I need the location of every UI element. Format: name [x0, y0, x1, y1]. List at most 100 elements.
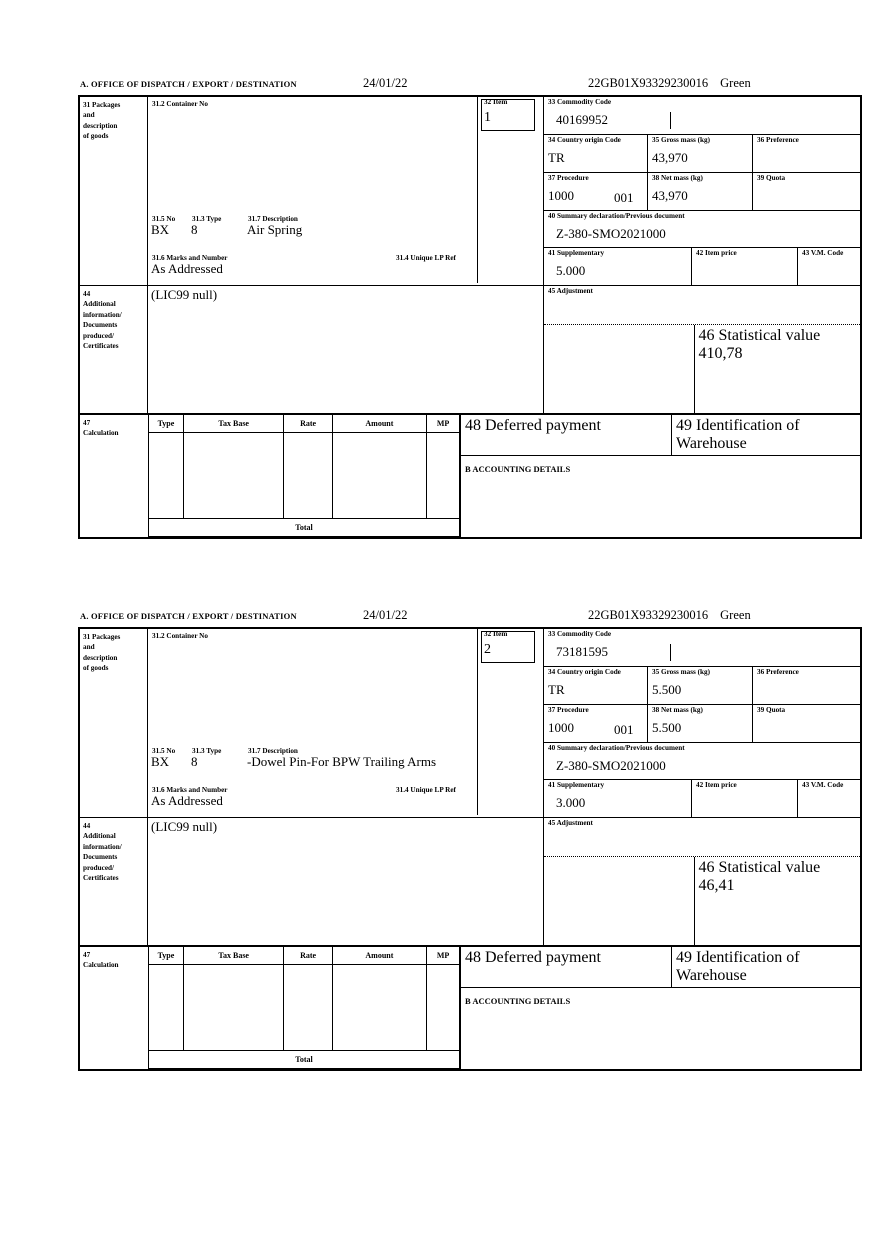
- box-48-deferred-payment-2: 48 Deferred payment: [461, 947, 672, 987]
- column-header-type: Type: [148, 415, 184, 433]
- box-31-5-no-label: 31.5 No: [152, 215, 176, 223]
- boxes-41-43-row-2: 41 Supplementary 3.000 42 Item price 43 …: [544, 780, 860, 817]
- box-31-2-container-no-label-2: 31.2 Container No: [152, 632, 208, 640]
- box-45-label: 45 Adjustment: [548, 287, 593, 295]
- box-31-label-l2: and: [83, 111, 95, 120]
- gross-mass-value-2: 5.500: [652, 681, 682, 697]
- cell-mp-2: [426, 964, 460, 1051]
- box-31-label: 31 Packages and description of goods: [80, 97, 148, 285]
- net-mass-value: 43,970: [652, 187, 688, 203]
- box-48-deferred-payment: 48 Deferred payment: [461, 415, 672, 455]
- table-header-row: Type Tax Base Rate Amount MP: [148, 415, 460, 433]
- box-31-label-2-l3: description: [83, 653, 118, 662]
- column-header-type-2: Type: [148, 947, 184, 965]
- package-no-value: BX: [151, 222, 170, 237]
- gross-mass-value: 43,970: [652, 149, 688, 165]
- declaration-reference-2: 22GB01X93329230016 Green: [588, 608, 751, 623]
- calculation-section-2: 47 Calculation Type Tax Base Rate Amount…: [80, 945, 860, 1069]
- box-b-accounting-details: B ACCOUNTING DETAILS: [461, 455, 860, 537]
- box-49-warehouse: 49 Identification of Warehouse: [672, 415, 860, 455]
- box-49-label-2: 49 Identification of Warehouse: [676, 949, 800, 984]
- statistical-value-area: 46 Statistical value 410,78: [542, 324, 860, 413]
- country-origin-value: TR: [548, 149, 565, 165]
- boxes-45-46-column: 45 Adjustment 46 Statistical value 410,7…: [542, 286, 860, 413]
- boxes-41-43-row: 41 Supplementary 5.000 42 Item price 43 …: [544, 248, 860, 285]
- box-47-label-2-l1: 47: [83, 951, 91, 959]
- box-46-statistical-value-2: 46 Statistical value 46,41: [695, 857, 861, 945]
- boxes-48-49-b-column: 48 Deferred payment 49 Identification of…: [461, 415, 860, 537]
- box-45-adjustment-2: 45 Adjustment: [544, 818, 860, 856]
- box-31-2-container-no-label: 31.2 Container No: [152, 100, 208, 108]
- box-33-label-2: 33 Commodity Code: [548, 630, 612, 638]
- calculation-section: 47 Calculation Type Tax Base Rate Amount…: [80, 413, 860, 537]
- goods-section-2: 31 Packages and description of goods 31.…: [80, 629, 860, 817]
- box-43-vm-code-2: 43 V.M. Code: [798, 780, 860, 817]
- box-38-net-mass: 38 Net mass (kg) 43,970: [648, 173, 753, 210]
- declaration-date-2: 24/01/22: [363, 608, 408, 622]
- item-number-value-2: 2: [484, 642, 491, 657]
- dotted-empty-cell-2: [542, 857, 695, 945]
- procedure-extra-value-2: 001: [614, 722, 634, 737]
- box-37-label: 37 Procedure: [548, 174, 589, 182]
- box-47-label-l1: 47: [83, 419, 91, 427]
- marks-and-number-value: As Addressed: [151, 261, 223, 276]
- form-header-2: A. OFFICE OF DISPATCH / EXPORT / DESTINA…: [78, 608, 862, 627]
- box-b-label-2: B ACCOUNTING DETAILS: [465, 996, 571, 1006]
- table-body-row: [148, 432, 460, 519]
- item-box-inner-2: 32 Item 2: [481, 630, 535, 663]
- box-39-label: 39 Quota: [757, 174, 786, 182]
- box-31-goods-description: 31.2 Container No 31.5 No 31.3 Type 31.7…: [148, 97, 478, 283]
- boxes-48-49-row: 48 Deferred payment 49 Identification of…: [461, 415, 860, 455]
- item-box-topline-2: [481, 631, 535, 632]
- box-45-label-2: 45 Adjustment: [548, 819, 593, 827]
- route-status-2: Green: [720, 608, 751, 622]
- box-33-label: 33 Commodity Code: [548, 98, 612, 106]
- goods-description-value-2: -Dowel Pin-For BPW Trailing Arms: [247, 754, 437, 769]
- box-39-quota-2: 39 Quota: [753, 705, 860, 742]
- box-42-label: 42 Item price: [696, 249, 737, 257]
- box-36-label: 36 Preference: [757, 136, 799, 144]
- box-35-label-2: 35 Gross mass (kg): [652, 668, 710, 676]
- cell-tax-base: [182, 432, 285, 519]
- box-37-procedure: 37 Procedure 1000 001: [544, 173, 648, 210]
- boxes-37-39-row-2: 37 Procedure 1000 001 38 Net mass (kg) 5…: [544, 705, 860, 743]
- box-47-label-2-l2: Calculation: [83, 961, 119, 970]
- box-42-item-price-2: 42 Item price: [692, 780, 798, 817]
- box-46-label: 46 Statistical value: [698, 327, 821, 344]
- box-47-label: 47 Calculation: [80, 415, 148, 537]
- table-total-row-2: Total: [148, 1050, 460, 1069]
- box-42-label-2: 42 Item price: [696, 781, 737, 789]
- box-43-label: 43 V.M. Code: [802, 249, 844, 257]
- box-38-net-mass-2: 38 Net mass (kg) 5.500: [648, 705, 753, 742]
- box-38-label-2: 38 Net mass (kg): [652, 706, 703, 714]
- box-44-label-2-l4: Documents: [83, 853, 118, 862]
- box-41-supplementary-2: 41 Supplementary 3.000: [544, 780, 692, 817]
- box-37-label-2: 37 Procedure: [548, 706, 589, 714]
- cell-type-2: [148, 964, 184, 1051]
- box-44-label-2-l5: produced/: [83, 863, 115, 872]
- box-34-country-origin: 34 Country origin Code TR: [544, 135, 648, 172]
- commodity-code-value-2: 73181595: [556, 643, 608, 659]
- boxes-34-36-row: 34 Country origin Code TR 35 Gross mass …: [544, 135, 860, 173]
- box-44-label-l4: Documents: [83, 321, 118, 330]
- box-44-label-2-l3: information/: [83, 842, 122, 851]
- procedure-value-2: 1000: [548, 719, 574, 735]
- additional-information-value-2: (LIC99 null): [151, 819, 218, 834]
- box-49-label: 49 Identification of Warehouse: [676, 417, 800, 452]
- summary-declaration-value: Z-380-SMO2021000: [556, 225, 666, 241]
- box-34-label: 34 Country origin Code: [548, 136, 621, 144]
- package-no-value-2: BX: [151, 754, 170, 769]
- box-31-3-type-label-2: 31.3 Type: [192, 747, 222, 755]
- box-40-summary-declaration-2: 40 Summary declaration/Previous document…: [544, 743, 860, 780]
- box-36-label-2: 36 Preference: [757, 668, 799, 676]
- cell-mp: [426, 432, 460, 519]
- boxes-34-36-row-2: 34 Country origin Code TR 35 Gross mass …: [544, 667, 860, 705]
- table-header-row-2: Type Tax Base Rate Amount MP: [148, 947, 460, 965]
- additional-information-value: (LIC99 null): [151, 287, 218, 302]
- box-34-country-origin-2: 34 Country origin Code TR: [544, 667, 648, 704]
- box-31-label-2-l1: 31 Packages: [83, 633, 121, 641]
- column-header-mp-2: MP: [426, 947, 460, 965]
- box-47-calculation-table-2: Type Tax Base Rate Amount MP: [148, 947, 461, 1069]
- reference-number-2: 22GB01X93329230016: [588, 608, 709, 622]
